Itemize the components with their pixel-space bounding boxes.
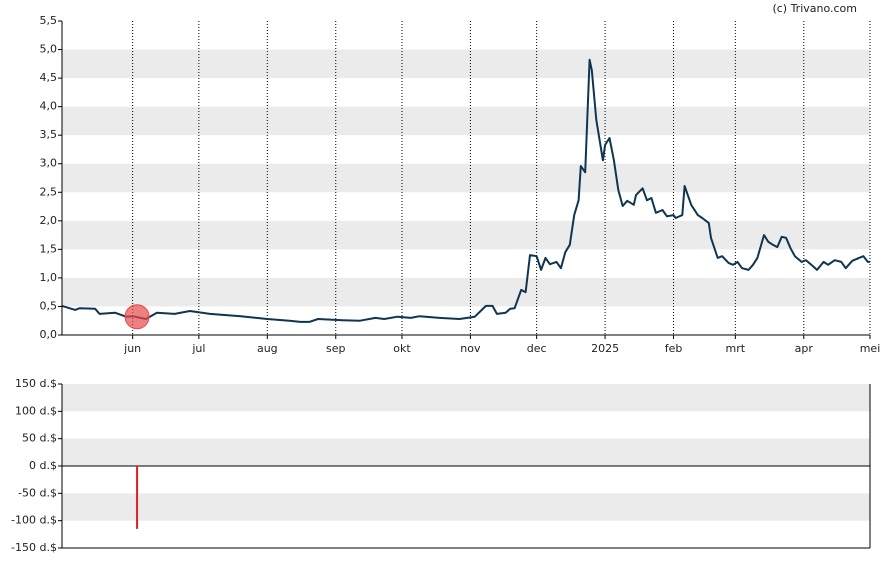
y-tick-label: 2,5: [40, 185, 58, 198]
event-marker: [124, 304, 150, 330]
band: [62, 438, 870, 466]
band: [62, 277, 870, 307]
x-tick-label: nov: [460, 342, 481, 355]
x-tick-label: 2025: [591, 342, 619, 355]
band: [62, 49, 870, 79]
y-tick-label: -100 d.$: [11, 514, 57, 527]
x-tick-label: mei: [860, 342, 881, 355]
y-tick-label: -150 d.$: [11, 541, 57, 554]
x-tick-label: mrt: [726, 342, 746, 355]
y-tick-label: 0 d.$: [29, 459, 57, 472]
y-tick-label: 3,5: [40, 128, 58, 141]
band: [62, 106, 870, 136]
x-tick-label: okt: [393, 342, 411, 355]
y-tick-label: 4,0: [40, 100, 58, 113]
x-tick-label: apr: [795, 342, 814, 355]
band: [62, 384, 870, 412]
x-tick-label: dec: [527, 342, 547, 355]
y-tick-label: 100 d.$: [15, 404, 57, 417]
band: [62, 220, 870, 250]
band: [62, 163, 870, 193]
band: [62, 493, 870, 521]
price-line: [61, 58, 870, 323]
y-tick-label: -50 d.$: [18, 486, 57, 499]
y-tick-label: 0,5: [40, 299, 58, 312]
source: (c) Trivano.com: [772, 2, 857, 15]
y-tick-label: 5,0: [40, 43, 58, 56]
y-tick-label: 1,0: [40, 271, 58, 284]
y-tick-label: 2,0: [40, 214, 58, 227]
y-tick-label: 4,5: [40, 71, 58, 84]
y-tick-label: 0,0: [40, 328, 58, 341]
x-tick-label: jun: [123, 342, 141, 355]
x-tick-label: aug: [257, 342, 278, 355]
y-tick-label: 1,5: [40, 242, 58, 255]
y-tick-label: 3,0: [40, 157, 58, 170]
y-tick-label: 50 d.$: [22, 432, 57, 445]
x-tick-label: feb: [665, 342, 683, 355]
y-tick-label: 5,5: [40, 14, 58, 27]
x-tick-label: sep: [326, 342, 345, 355]
x-tick-label: jul: [191, 342, 205, 355]
y-tick-label: 150 d.$: [15, 377, 57, 390]
bar: [136, 466, 139, 529]
